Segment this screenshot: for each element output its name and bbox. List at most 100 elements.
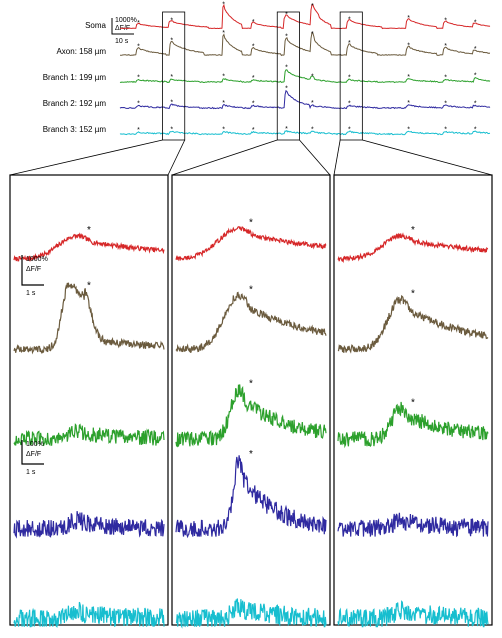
panel-0-trace-axon — [14, 283, 164, 353]
top-asterisk-branch2-4: * — [285, 86, 288, 93]
panel-1-trace-branch3 — [176, 599, 326, 627]
top-asterisk-branch1-1: * — [170, 74, 173, 81]
top-asterisk-branch1-8: * — [444, 75, 447, 82]
top-trace-branch3 — [120, 131, 490, 135]
top-asterisk-branch2-5: * — [311, 100, 314, 107]
top-asterisk-soma-6: * — [348, 16, 351, 23]
panel-1-asterisk-soma: * — [249, 217, 253, 228]
top-asterisk-branch1-0: * — [137, 75, 140, 82]
top-asterisk-axon-6: * — [348, 40, 351, 47]
panel-2-trace-soma — [338, 234, 488, 261]
highlight-box-0 — [163, 12, 185, 140]
scalebar-upper-time: 1 s — [26, 290, 36, 297]
scalebar-lower-y: 100% — [26, 441, 44, 448]
top-asterisk-axon-0: * — [137, 44, 140, 51]
panel-1-trace-axon — [176, 293, 326, 353]
panel-0-trace-branch2 — [14, 511, 164, 536]
top-asterisk-axon-4: * — [285, 34, 288, 41]
top-label-axon: Axon: 158 µm — [56, 47, 106, 56]
connector-1-left — [172, 140, 277, 175]
top-asterisk-branch1-9: * — [474, 73, 477, 80]
top-label-branch3: Branch 3: 152 µm — [43, 125, 107, 134]
connector-0-right — [168, 140, 185, 175]
top-asterisk-branch3-8: * — [444, 127, 447, 134]
bottom-panel-1: * * * * — [172, 175, 330, 627]
top-asterisk-branch2-3: * — [252, 101, 255, 108]
highlight-box-2 — [340, 12, 362, 140]
top-asterisk-branch1-3: * — [252, 75, 255, 82]
top-asterisk-branch3-9: * — [474, 127, 477, 134]
top-asterisk-branch3-2: * — [222, 127, 225, 134]
connector-2-right — [362, 140, 492, 175]
top-asterisk-branch3-5: * — [311, 127, 314, 134]
top-asterisk-soma-1: * — [170, 18, 173, 25]
panel-0-asterisk-axon: * — [87, 281, 91, 292]
panel-1-asterisk-branch1: * — [249, 378, 253, 389]
top-asterisk-branch2-1: * — [170, 99, 173, 106]
top-asterisk-soma-3: * — [252, 19, 255, 26]
top-asterisk-branch2-8: * — [444, 101, 447, 108]
top-asterisk-axon-1: * — [170, 37, 173, 44]
bottom-panel-2: * * * — [334, 175, 492, 627]
scalebar-lower-time: 1 s — [26, 469, 36, 476]
top-asterisk-soma-0: * — [137, 20, 140, 27]
top-asterisk-branch1-7: * — [407, 74, 410, 81]
panel-2-trace-axon — [338, 296, 488, 353]
panel-1-trace-branch1 — [176, 384, 326, 446]
top-label-branch2: Branch 2: 192 µm — [43, 99, 107, 108]
top-label-soma: Soma — [85, 21, 106, 30]
scalebar-upper-y: 1000% — [26, 256, 48, 263]
panel-2-asterisk-branch1: * — [411, 397, 415, 408]
panel-1-asterisk-branch2: * — [249, 449, 253, 460]
top-asterisk-axon-5: * — [311, 31, 314, 38]
top-asterisk-soma-5: * — [311, 3, 314, 10]
top-asterisk-soma-9: * — [474, 20, 477, 27]
top-asterisk-branch3-6: * — [348, 127, 351, 134]
panel-0-asterisk-soma: * — [87, 225, 91, 236]
top-asterisk-branch2-6: * — [348, 101, 351, 108]
top-asterisk-branch1-4: * — [285, 65, 288, 72]
top-asterisk-branch3-0: * — [137, 127, 140, 134]
panel-frame-0 — [10, 175, 168, 625]
top-asterisk-soma-2: * — [222, 2, 225, 9]
top-trace-branch2 — [120, 91, 490, 109]
top-asterisk-branch2-0: * — [137, 101, 140, 108]
panel-2-asterisk-axon: * — [411, 288, 415, 299]
top-asterisk-branch1-6: * — [348, 75, 351, 82]
connector-0-left — [10, 140, 163, 175]
top-trace-axon — [120, 33, 490, 56]
connector-1-right — [299, 140, 330, 175]
top-trace-soma — [120, 5, 490, 29]
top-asterisk-axon-3: * — [252, 44, 255, 51]
top-asterisk-axon-9: * — [474, 46, 477, 53]
top-asterisk-axon-8: * — [444, 43, 447, 50]
top-asterisk-axon-7: * — [407, 42, 410, 49]
panel-0-trace-branch3 — [14, 602, 164, 627]
top-asterisk-branch1-2: * — [222, 73, 225, 80]
connector-2-left — [334, 140, 340, 175]
bottom-panels: * * 1000% ΔF/F 1 s 100% ΔF/F 1 s * * * * * * * — [10, 175, 492, 627]
top-asterisk-branch1-5: * — [311, 73, 314, 80]
scalebar-top-time: 10 s — [115, 38, 129, 45]
panel-2-trace-branch2 — [338, 513, 488, 537]
panel-2-asterisk-soma: * — [411, 225, 415, 236]
scalebar-top-ylabel: 1000% — [115, 17, 137, 24]
panel-1-trace-branch2 — [176, 455, 326, 536]
scalebar-upper-dff: ΔF/F — [26, 266, 41, 273]
scalebar-lower-dff: ΔF/F — [26, 451, 41, 458]
top-asterisk-branch3-7: * — [407, 127, 410, 134]
bottom-panel-0: * * 1000% ΔF/F 1 s 100% ΔF/F 1 s — [10, 175, 168, 627]
panel-1-asterisk-axon: * — [249, 284, 253, 295]
top-label-branch1: Branch 1: 199 µm — [43, 73, 107, 82]
panel-2-trace-branch3 — [338, 602, 488, 627]
top-panel: 1000%ΔF/F10 sSoma**********Axon: 158 µm*… — [43, 2, 490, 140]
top-asterisk-branch2-7: * — [407, 100, 410, 107]
panel-1-trace-soma — [176, 227, 326, 261]
top-asterisk-branch3-1: * — [170, 127, 173, 134]
top-asterisk-soma-4: * — [285, 11, 288, 18]
top-asterisk-branch3-3: * — [252, 127, 255, 134]
top-trace-branch1 — [120, 70, 490, 83]
panel-2-trace-branch1 — [338, 402, 488, 446]
top-asterisk-branch2-2: * — [222, 100, 225, 107]
calcium-trace-figure: 1000% ΔF/F 10 s Soma * * * * * * * * * * Axon: 158 µm *… — [0, 0, 502, 638]
